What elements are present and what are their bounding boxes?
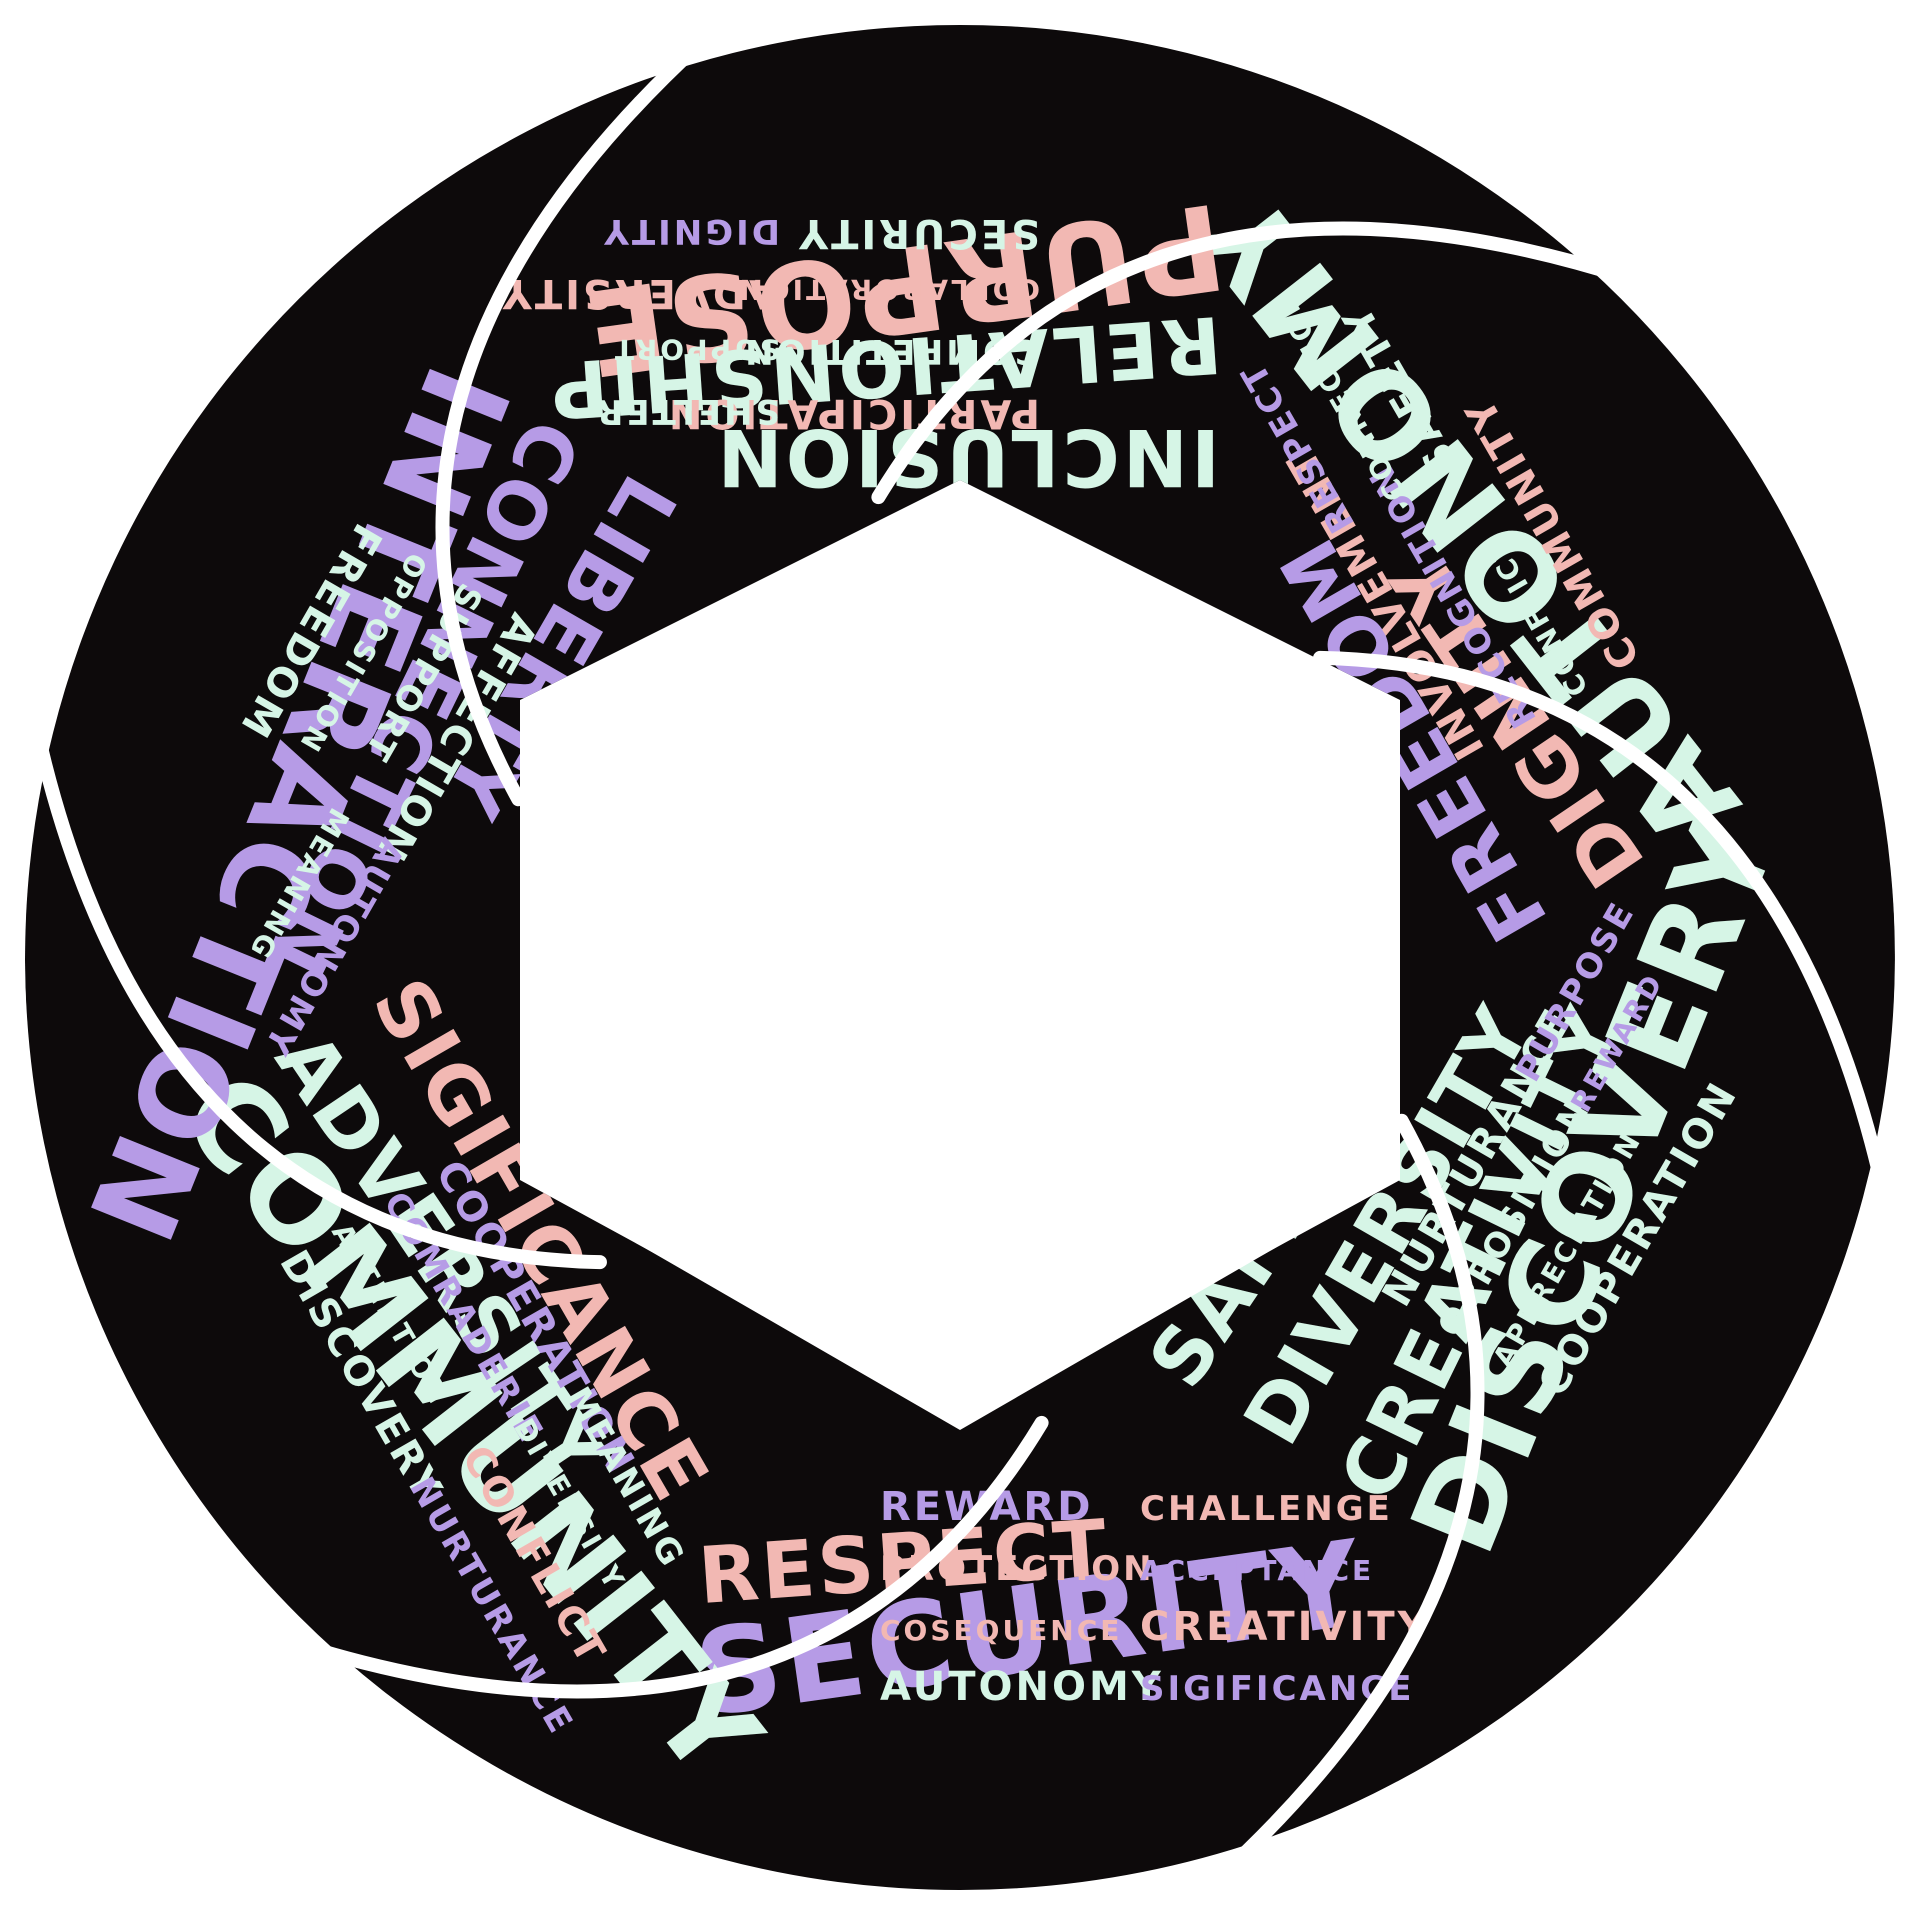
blade-gap	[284, 1415, 1049, 1699]
word-small: SUPPORT	[612, 333, 780, 366]
word-small: CHALLENGE	[1140, 1489, 1393, 1529]
blade-gap	[1313, 650, 1892, 1205]
word-small: PARTICIPATION	[666, 390, 1040, 436]
word-small: ACCEPTANCE	[1140, 1554, 1374, 1587]
blade-gap	[435, 33, 711, 807]
word-small: ADVERSITY	[500, 270, 780, 316]
blade-left: PURPOSERELATIONSHIPINCLUSIONPARTICIPATIO…	[500, 176, 1233, 501]
word-small: SHELTER	[594, 391, 780, 431]
blade-gap	[871, 221, 1636, 505]
aperture-opening	[553, 490, 1367, 1430]
word-small: DIGNITY	[601, 211, 780, 251]
word-small: SECURITY	[796, 210, 1040, 256]
blade-gap	[1209, 1113, 1485, 1887]
word-small: AUTONOMY	[880, 1664, 1164, 1710]
word-small: COSEQUENCE	[880, 1614, 1122, 1647]
word-small: CREATIVITY	[1140, 1604, 1430, 1650]
word-small: COLLABORATION	[736, 273, 1040, 306]
blade-gap	[28, 715, 607, 1270]
